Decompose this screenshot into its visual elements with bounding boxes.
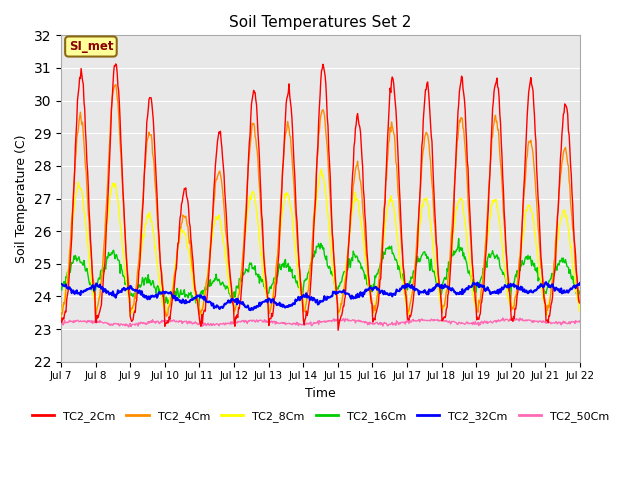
- TC2_8Cm: [120, 252, 127, 258]
- X-axis label: Time: Time: [305, 387, 336, 400]
- TC2_32Cm: [576, 280, 584, 286]
- TC2_2Cm: [173, 253, 181, 259]
- TC2_16Cm: [120, 273, 127, 279]
- TC2_8Cm: [384, 204, 392, 209]
- TC2_50Cm: [499, 315, 506, 321]
- TC2_16Cm: [455, 236, 463, 241]
- TC2_16Cm: [173, 293, 180, 299]
- TC2_4Cm: [399, 265, 407, 271]
- TC2_2Cm: [112, 61, 120, 67]
- TC2_50Cm: [57, 321, 65, 326]
- TC2_4Cm: [173, 249, 181, 254]
- Line: TC2_8Cm: TC2_8Cm: [61, 169, 580, 319]
- TC2_50Cm: [399, 319, 407, 325]
- TC2_8Cm: [173, 255, 180, 261]
- Line: TC2_4Cm: TC2_4Cm: [61, 84, 580, 317]
- TC2_4Cm: [201, 296, 209, 301]
- TC2_8Cm: [67, 249, 74, 254]
- TC2_2Cm: [385, 115, 392, 121]
- Legend: TC2_2Cm, TC2_4Cm, TC2_8Cm, TC2_16Cm, TC2_32Cm, TC2_50Cm: TC2_2Cm, TC2_4Cm, TC2_8Cm, TC2_16Cm, TC2…: [28, 407, 614, 426]
- Line: TC2_2Cm: TC2_2Cm: [61, 64, 580, 330]
- TC2_16Cm: [399, 274, 407, 279]
- TC2_2Cm: [201, 307, 209, 313]
- TC2_32Cm: [67, 287, 74, 292]
- TC2_32Cm: [173, 297, 180, 302]
- TC2_16Cm: [57, 285, 65, 291]
- TC2_32Cm: [120, 285, 127, 291]
- TC2_2Cm: [57, 315, 65, 321]
- Text: SI_met: SI_met: [68, 40, 113, 53]
- Y-axis label: Soil Temperature (C): Soil Temperature (C): [15, 134, 28, 263]
- TC2_4Cm: [67, 243, 74, 249]
- TC2_2Cm: [576, 300, 584, 306]
- TC2_8Cm: [57, 316, 65, 322]
- TC2_16Cm: [576, 292, 584, 298]
- TC2_32Cm: [399, 283, 407, 288]
- TC2_4Cm: [384, 152, 392, 158]
- TC2_32Cm: [247, 307, 255, 313]
- TC2_4Cm: [57, 314, 65, 320]
- TC2_50Cm: [576, 319, 584, 325]
- TC2_8Cm: [399, 279, 407, 285]
- TC2_8Cm: [317, 166, 325, 172]
- Line: TC2_50Cm: TC2_50Cm: [61, 318, 580, 327]
- TC2_50Cm: [201, 321, 209, 326]
- TC2_8Cm: [576, 309, 584, 314]
- TC2_8Cm: [200, 296, 207, 302]
- TC2_4Cm: [112, 82, 120, 87]
- TC2_16Cm: [384, 245, 392, 251]
- TC2_32Cm: [384, 291, 392, 297]
- TC2_50Cm: [384, 323, 392, 329]
- TC2_2Cm: [67, 258, 74, 264]
- TC2_2Cm: [400, 267, 408, 273]
- TC2_50Cm: [125, 324, 132, 330]
- TC2_4Cm: [120, 222, 128, 228]
- TC2_32Cm: [57, 281, 65, 287]
- Line: TC2_16Cm: TC2_16Cm: [61, 239, 580, 306]
- TC2_32Cm: [200, 297, 207, 302]
- TC2_50Cm: [67, 318, 74, 324]
- TC2_32Cm: [542, 279, 550, 285]
- Title: Soil Temperatures Set 2: Soil Temperatures Set 2: [229, 15, 412, 30]
- TC2_4Cm: [576, 300, 584, 306]
- TC2_16Cm: [201, 287, 209, 293]
- TC2_16Cm: [195, 303, 203, 309]
- TC2_2Cm: [120, 216, 128, 222]
- TC2_50Cm: [173, 319, 181, 324]
- TC2_16Cm: [67, 270, 74, 276]
- Line: TC2_32Cm: TC2_32Cm: [61, 282, 580, 310]
- TC2_50Cm: [120, 321, 127, 327]
- TC2_2Cm: [334, 327, 342, 333]
